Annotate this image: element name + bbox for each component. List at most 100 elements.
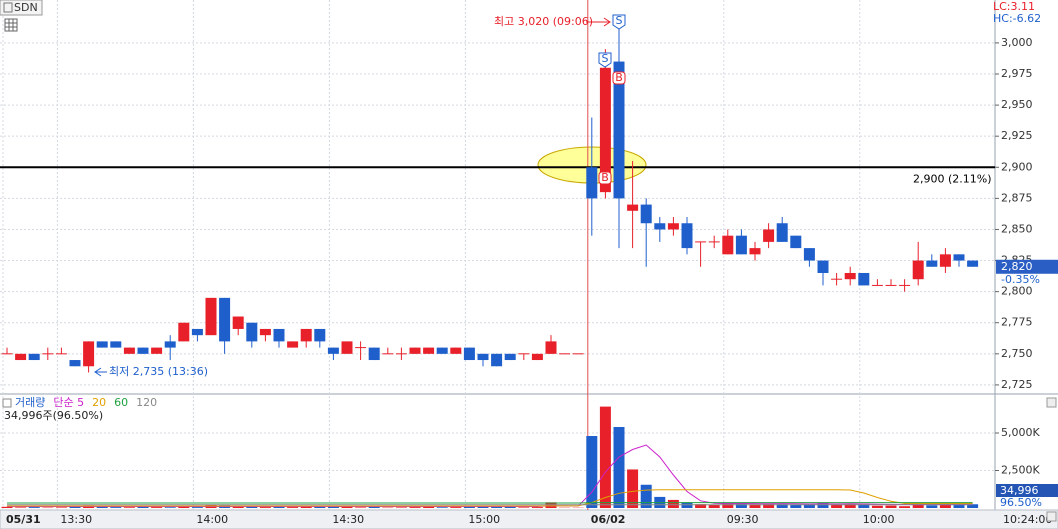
candle-body xyxy=(69,360,81,367)
x-tick-label: 14:00 xyxy=(196,513,228,526)
buy-signal: B xyxy=(601,171,609,184)
y-tick-label: 2,800 xyxy=(1001,285,1033,298)
volume-bar xyxy=(423,506,435,509)
candle-body xyxy=(599,67,611,193)
candle-body xyxy=(300,328,312,342)
scroll-button[interactable] xyxy=(1046,511,1057,522)
candle-body xyxy=(559,353,571,355)
symbol-icon xyxy=(3,2,13,13)
candle-body xyxy=(803,248,815,261)
volume-bar xyxy=(586,436,598,509)
volume-bar xyxy=(273,506,285,509)
sell-marker xyxy=(612,14,626,30)
volume-bar xyxy=(96,506,108,509)
candle-body xyxy=(83,341,95,367)
volume-bar xyxy=(327,506,339,509)
volume-bar xyxy=(123,507,135,509)
candle-body xyxy=(463,347,475,361)
volume-info: 34,996주(96.50%) xyxy=(4,409,103,422)
candle-body xyxy=(287,341,299,348)
y-tick-label: 5,000K xyxy=(1001,426,1040,439)
y-tick-label: 2,975 xyxy=(1001,67,1033,80)
volume-last-label: 34,996 xyxy=(1000,484,1039,497)
symbol-box[interactable] xyxy=(0,0,43,16)
volume-bar xyxy=(953,505,965,509)
y-tick-label: 2,900 xyxy=(1001,160,1033,173)
candle-body xyxy=(15,353,27,361)
volume-bar xyxy=(518,507,530,509)
volume-bar xyxy=(259,507,271,509)
x-tick-label: 05/31 xyxy=(6,513,41,526)
candle-body xyxy=(110,341,122,348)
candle-body xyxy=(450,347,462,354)
y-tick-label: 2,950 xyxy=(1001,98,1033,111)
volume-last-ratio: 96.50% xyxy=(1000,496,1042,509)
volume-bar xyxy=(69,506,81,509)
legend-entry: 거래량 xyxy=(15,396,45,409)
volume-bar xyxy=(137,506,149,509)
volume-bar xyxy=(967,504,979,509)
volume-bar xyxy=(55,507,67,509)
candle-body xyxy=(531,353,543,361)
volume-bar xyxy=(640,484,652,509)
candle-body xyxy=(436,347,448,354)
y-tick-label: 2,925 xyxy=(1001,129,1033,142)
candle-body xyxy=(491,353,503,367)
table-icon[interactable] xyxy=(4,18,18,32)
candle-body xyxy=(899,284,911,286)
volume-bar xyxy=(246,506,258,509)
candle-body xyxy=(246,322,258,342)
candle-body xyxy=(395,353,407,355)
volume-bar xyxy=(1,506,13,509)
volume-bar xyxy=(695,504,707,509)
volume-bar xyxy=(831,505,843,509)
candle-body xyxy=(382,353,394,355)
candle-body xyxy=(953,254,965,261)
volume-bar xyxy=(776,504,788,509)
x-tick-label: 15:00 xyxy=(468,513,500,526)
volume-bar xyxy=(368,506,380,509)
candle-body xyxy=(314,328,326,342)
candle-body xyxy=(912,260,924,280)
legend-entry: 단순 5 xyxy=(53,396,84,409)
candle-body xyxy=(858,272,870,286)
candle-body xyxy=(368,347,380,361)
candle-body xyxy=(885,284,897,286)
hc-label: HC:-6.62 xyxy=(993,12,1041,25)
buy-signal: B xyxy=(615,71,623,84)
candle-body xyxy=(572,353,584,355)
candle-body xyxy=(178,322,190,342)
volume-bar xyxy=(871,505,883,509)
reference-label: 2,900 (2.11%) xyxy=(913,172,992,185)
candle-body xyxy=(341,341,353,354)
volume-bar xyxy=(885,505,897,509)
last-change-label: -0.35% xyxy=(1001,273,1040,286)
volume-bar xyxy=(409,507,421,509)
y-tick-label: 2,725 xyxy=(1001,378,1033,391)
candle-body xyxy=(164,341,176,348)
volume-bar xyxy=(599,406,611,509)
candle-body xyxy=(151,347,163,354)
volume-last-box xyxy=(996,484,1058,497)
symbol: SDN xyxy=(14,1,38,14)
volume-bar xyxy=(667,499,679,509)
y-tick-label: 2,500K xyxy=(1001,464,1040,477)
low-arrow xyxy=(94,367,107,377)
buy-marker xyxy=(612,71,626,85)
x-tick-label: 06/02 xyxy=(591,513,626,526)
volume-bar xyxy=(735,502,747,509)
candle-body xyxy=(817,260,829,273)
panel-button[interactable] xyxy=(1046,397,1057,408)
volume-bar xyxy=(191,507,203,509)
candle-body xyxy=(722,235,734,255)
volume-bar xyxy=(926,505,938,509)
high-note: 최고 3,020 (09:06) xyxy=(494,15,593,28)
candle-body xyxy=(518,353,530,355)
candle-body xyxy=(423,347,435,354)
x-tick-label: 14:30 xyxy=(332,513,364,526)
volume-bar xyxy=(164,507,176,509)
volume-bar xyxy=(803,503,815,509)
volume-bar xyxy=(450,507,462,509)
